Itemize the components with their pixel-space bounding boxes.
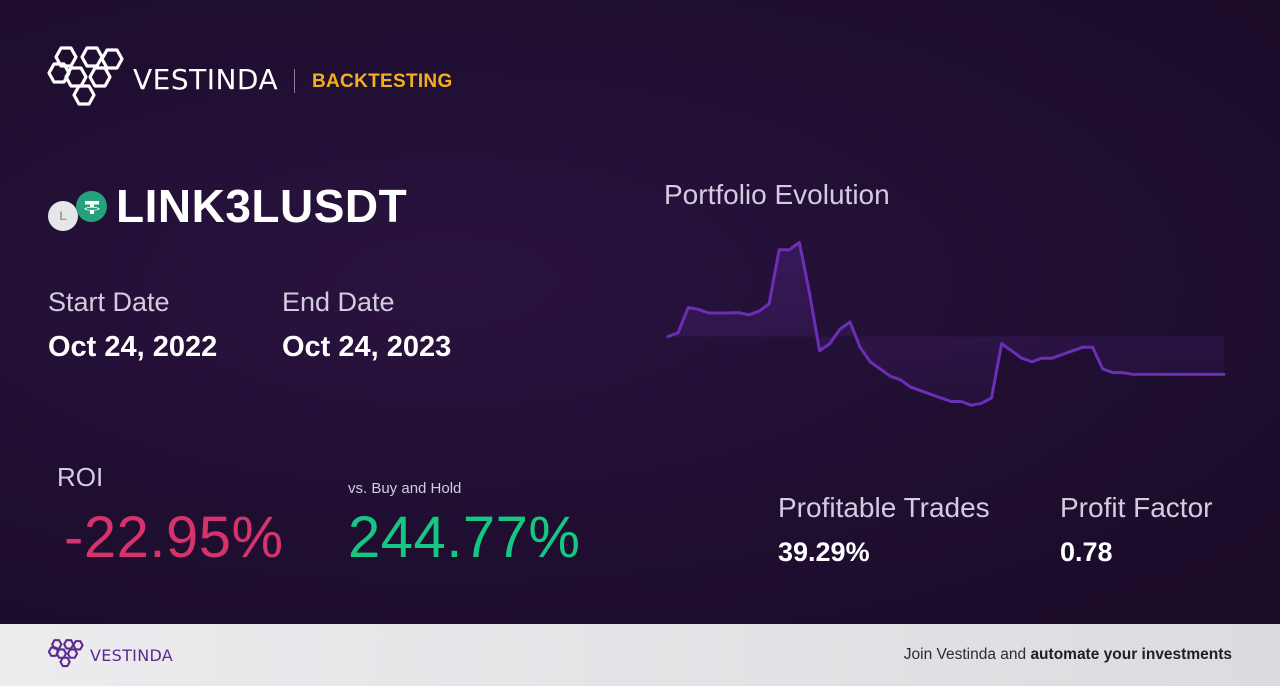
chart-title: Portfolio Evolution	[664, 179, 890, 210]
brand-name: VESTINDA	[133, 63, 279, 96]
roi-value: -22.95%	[64, 505, 284, 570]
end-date-value: Oct 24, 2023	[282, 331, 452, 363]
vestinda-logo-icon	[47, 46, 124, 106]
trading-pair: LINK3LUSDT	[116, 180, 408, 232]
footer-cta-bold: automate your investments	[1030, 646, 1232, 663]
footer-cta[interactable]: Join Vestinda and automate your investme…	[904, 646, 1232, 664]
footer-bar: VESTINDA Join Vestinda and automate your…	[0, 624, 1280, 686]
vestinda-footer-logo-icon[interactable]	[48, 639, 84, 670]
roi-label: ROI	[57, 462, 104, 492]
brand-divider	[294, 69, 295, 93]
buy-hold-value: 244.77%	[348, 505, 581, 570]
brand-tag: BACKTESTING	[312, 71, 453, 92]
portfolio-evolution-chart	[666, 241, 1226, 407]
buy-hold-label: vs. Buy and Hold	[348, 480, 462, 497]
profit-factor-value: 0.78	[1060, 537, 1113, 567]
chart-series-line	[666, 241, 1226, 407]
chart-area-fill	[668, 242, 1224, 406]
footer-cta-prefix: Join Vestinda and	[903, 646, 1031, 663]
base-icon-letter: L	[59, 209, 67, 223]
footer-brand[interactable]: VESTINDA	[90, 646, 174, 665]
start-date-label: Start Date	[48, 287, 170, 317]
tether-icon	[76, 191, 107, 222]
end-date-label: End Date	[282, 287, 395, 317]
profitable-trades-label: Profitable Trades	[778, 492, 990, 523]
backtest-card: VESTINDA BACKTESTING L LINK3LUSDT Start …	[0, 0, 1280, 624]
leveraged-token-icon: L	[48, 201, 78, 231]
profitable-trades-value: 39.29%	[778, 537, 870, 567]
profit-factor-label: Profit Factor	[1060, 492, 1213, 523]
start-date-value: Oct 24, 2022	[48, 331, 218, 363]
